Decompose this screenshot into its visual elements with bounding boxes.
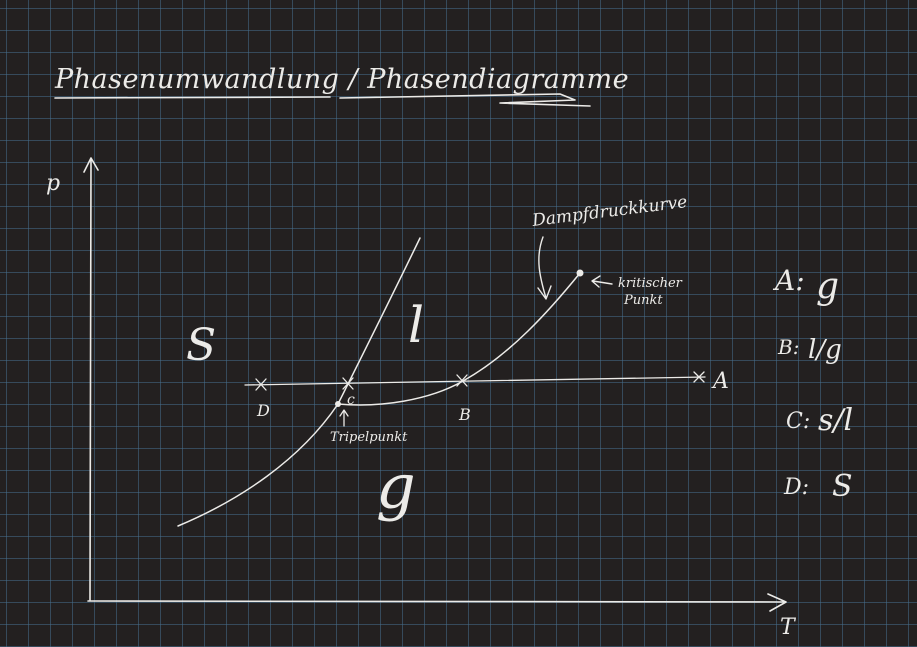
region-gas-label: g xyxy=(376,450,416,523)
legend-value-d: S xyxy=(832,469,853,504)
vapor-curve-label: Dampfdruckkurve xyxy=(530,192,688,231)
title-underline xyxy=(54,93,591,107)
critical-point-label-line2: Punkt xyxy=(623,293,663,308)
title-group: Phasenumwandlung / Phasendiagramme xyxy=(54,64,629,107)
cross-c xyxy=(342,377,354,390)
point-label-b: B xyxy=(458,405,471,424)
vapor-curve-arrow xyxy=(537,236,552,300)
point-label-a: A xyxy=(711,369,729,394)
region-liquid-label: l xyxy=(408,296,424,354)
isobar: D c B A xyxy=(244,369,729,424)
legend-key-b: B: xyxy=(777,335,799,359)
point-label-c: c xyxy=(347,392,355,408)
triple-point-label: Tripelpunkt xyxy=(330,430,408,445)
cross-b xyxy=(456,374,468,387)
x-axis-label: T xyxy=(780,615,797,640)
cross-a xyxy=(693,371,705,383)
x-axis xyxy=(87,593,787,612)
melting-curve xyxy=(337,237,421,405)
legend-key-a: A: xyxy=(772,264,805,297)
isobar-line xyxy=(244,376,706,386)
legend-value-a: g xyxy=(816,266,839,307)
page-title: Phasenumwandlung / Phasendiagramme xyxy=(54,64,629,95)
region-labels: S l g xyxy=(186,296,424,523)
legend-value-c: s/l xyxy=(818,403,853,438)
axes: p T xyxy=(46,157,797,640)
critical-point-marker xyxy=(576,269,584,277)
critical-point-arrow xyxy=(591,275,613,288)
legend: A: g B: l/g C: s/l D: S xyxy=(772,264,853,504)
cross-d xyxy=(255,378,267,391)
vapor-pressure-curve xyxy=(337,272,581,406)
critical-point-label-line1: kritischer xyxy=(618,276,683,291)
annotations: Dampfdruckkurve kritischer Punkt Tripelp… xyxy=(330,192,688,445)
sublimation-curve xyxy=(177,403,339,527)
legend-value-b: l/g xyxy=(808,335,842,365)
triple-point-marker xyxy=(335,401,341,407)
region-solid-label: S xyxy=(186,320,216,371)
triple-point-arrow xyxy=(339,409,349,427)
y-axis xyxy=(83,157,99,601)
legend-key-c: C: xyxy=(786,409,810,434)
point-label-d: D xyxy=(256,401,270,420)
y-axis-label: p xyxy=(46,171,60,196)
legend-key-d: D: xyxy=(783,475,809,500)
